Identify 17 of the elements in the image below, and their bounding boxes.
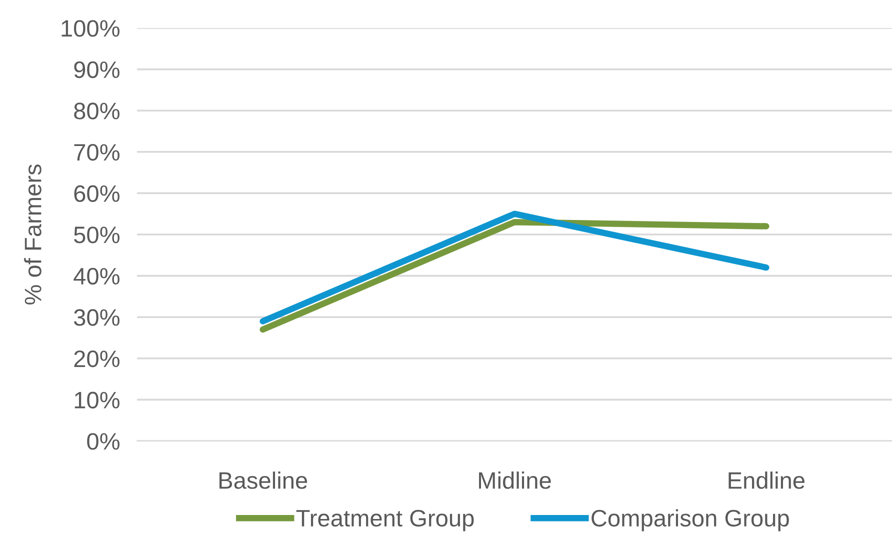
y-tick-label: 30%	[74, 309, 120, 326]
legend-label: Treatment Group	[296, 510, 474, 532]
x-tick-label: Baseline	[219, 472, 308, 489]
y-tick-label: 60%	[74, 185, 120, 202]
y-tick-label: 100%	[62, 20, 120, 37]
y-tick-label: 10%	[74, 392, 120, 408]
y-tick-label: 90%	[74, 61, 120, 78]
y-tick-label: 70%	[74, 144, 120, 161]
legend-label: Comparison Group	[592, 509, 789, 532]
y-tick-label: 0%	[87, 433, 120, 450]
x-tick-label: Endline	[728, 472, 804, 489]
y-axis-title: % of Farmers	[24, 164, 42, 304]
y-tick-label: 20%	[74, 350, 120, 368]
y-tick-label: 80%	[74, 102, 120, 120]
x-tick-label: Midline	[479, 472, 551, 489]
y-tick-label: 50%	[74, 226, 120, 244]
y-tick-label: 40%	[74, 268, 120, 285]
